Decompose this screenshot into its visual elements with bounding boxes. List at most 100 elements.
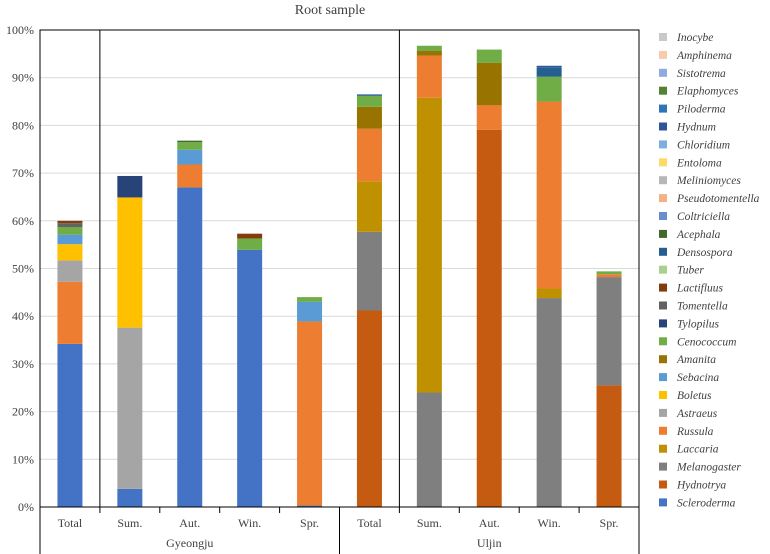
bar-segment-lactifluus [57,220,83,224]
legend-swatch-boletus [659,391,667,399]
bar-segment-densospora [536,67,562,77]
legend-label-pseudotomentella: Pseudotomentella [676,193,760,205]
bar-segment-scleroderma [237,249,263,507]
bar-segment-boletus [57,244,83,261]
bar-segment-melanogaster [536,298,562,507]
legend-label-elaphomyces: Elaphomyces [676,86,739,98]
legend-swatch-elaphomyces [659,86,667,95]
legend-swatch-entoloma [659,158,667,167]
legend-label-chloridium: Chloridium [677,139,730,151]
legend-swatch-melanogaster [659,462,667,471]
y-tick-label: 40% [12,309,34,323]
y-tick-label: 30% [12,357,34,371]
legend-swatch-densospora [659,247,667,256]
legend-label-tomentella: Tomentella [677,301,728,313]
y-tick-label: 70% [12,166,34,180]
legend-swatch-hydnum [659,122,667,131]
legend-swatch-russula [659,426,667,435]
bar-segment-scleroderma [57,343,83,507]
bar-segment-amanita [476,62,502,106]
bar-segment-hydnotrya [476,129,502,507]
legend-swatch-coltriciella [659,212,667,220]
legend-label-piloderma: Piloderma [676,104,726,116]
bar-segment-cenococcum [297,297,323,302]
bar-segment-scleroderma [117,488,143,507]
bar-segment-scleroderma [177,187,203,507]
legend-label-laccaria: Laccaria [676,444,719,456]
legend-swatch-chloridium [659,140,667,149]
bars [57,45,622,507]
legend-label-amanita: Amanita [676,354,716,366]
bar-segment-russula [297,321,323,506]
bar-segment-scleroderma [297,505,323,507]
legend-swatch-hydnotrya [659,480,667,489]
x-tick-label: Total [357,516,382,530]
bar-segment-amanita [416,50,442,56]
chart-title: Root sample [295,3,365,18]
bar-segment-hydnotrya [596,385,622,507]
bar-segment-lactifluus [237,233,263,239]
y-tick-label: 80% [12,118,34,132]
legend-label-entoloma: Entoloma [676,157,722,169]
x-tick-label: Spr. [600,516,619,530]
bar-segment-cenococcum [476,49,502,63]
bar-segment-astraeus [57,260,83,282]
x-tick-label: Win. [538,516,561,530]
bar-segment-laccaria [416,97,442,393]
y-tick-label: 0% [18,500,34,514]
bar-segment-melanogaster [356,231,382,311]
legend-label-tylopilus: Tylopilus [677,318,719,330]
bar-segment-acephala [177,140,203,143]
bar-segment-russula [177,164,203,188]
legend-label-acephala: Acephala [676,229,721,241]
legend-swatch-tuber [659,265,667,274]
bar-segment-cenococcum [416,45,442,51]
legend-label-sistotrema: Sistotrema [677,68,726,80]
legend-swatch-meliniomyces [659,176,667,185]
legend-swatch-sistotrema [659,68,667,77]
bar-segment-sebacina [297,301,323,322]
bar-segment-astraeus [117,327,143,489]
bar-segment-sebacina [57,234,83,245]
legend-label-hydnum: Hydnum [676,122,716,134]
x-tick-label: Sum. [117,516,142,530]
bar-segment-russula [476,105,502,130]
bar-segment-russula [416,55,442,98]
legend-label-lactifluus: Lactifluus [676,283,724,295]
legend-swatch-astraeus [659,408,667,417]
legend-label-russula: Russula [676,426,714,438]
x-tick-label: Sum. [417,516,442,530]
bar-segment-cenococcum [536,76,562,102]
legend: Inocybe Amphinema Sistotrema Elaphomyces Pil… [659,32,760,509]
bar-segment-cenococcum [356,95,382,107]
y-tick-label: 20% [12,405,34,419]
bar-segment-cenococcum [596,271,622,275]
y-axis-ticks: 0% 10% 20% 30% 40% 50% 60% 70% 80% 90% 100% [6,23,34,514]
legend-swatch-cenococcum [659,337,667,346]
bar-segment-laccaria [536,288,562,299]
legend-swatch-piloderma [659,104,667,113]
legend-swatch-lactifluus [659,283,667,292]
legend-label-tuber: Tuber [677,265,704,277]
x-tick-label: Aut. [179,516,200,530]
y-tick-label: 60% [12,214,34,228]
legend-swatch-laccaria [659,444,667,453]
legend-label-hydnotrya: Hydnotrya [676,480,726,492]
y-tick-label: 50% [12,262,34,276]
group-labels: Gyeongju Uljin [166,536,502,550]
group-label: Uljin [477,536,502,550]
y-tick-label: 100% [6,23,34,37]
bar-segment-russula [57,281,83,344]
x-tick-label: Win. [238,516,261,530]
legend-label-boletus: Boletus [677,390,712,402]
group-label: Gyeongju [166,536,213,550]
x-tick-label: Aut. [479,516,500,530]
bar-segment-russula [356,128,382,182]
legend-label-inocybe: Inocybe [676,32,713,44]
legend-swatch-pseudotomentella [659,194,667,203]
y-tick-label: 10% [12,452,34,466]
legend-label-densospora: Densospora [676,247,733,259]
legend-swatch-sebacina [659,373,667,382]
legend-swatch-tomentella [659,301,667,310]
bar-segment-cenococcum [57,227,83,235]
